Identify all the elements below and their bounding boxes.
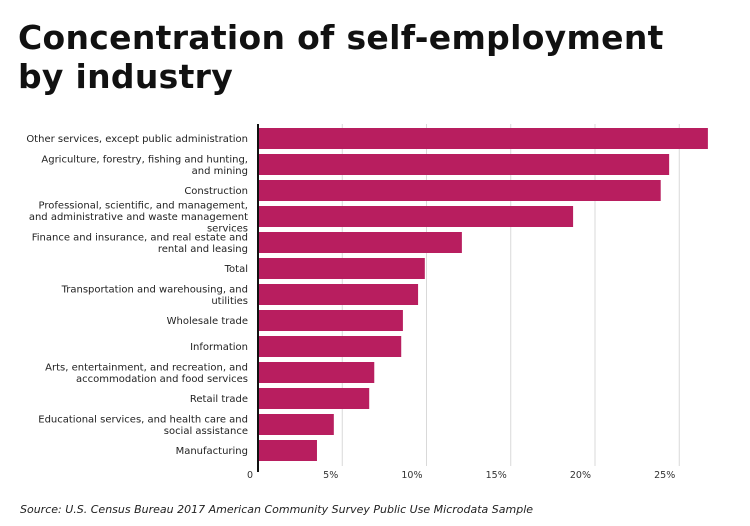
category-label: Arts, entertainment, and recreation, and…: [45, 362, 248, 385]
bar: [258, 128, 708, 149]
bar: [258, 440, 317, 461]
x-tick-label: 0: [247, 470, 253, 481]
bar: [258, 362, 375, 383]
bar: [258, 206, 574, 227]
bar: [258, 232, 462, 253]
x-tick-label: 5%: [323, 470, 338, 481]
category-labels: Other services, except public administra…: [26, 134, 248, 457]
bar: [258, 154, 670, 175]
x-tick-label: 15%: [486, 470, 507, 481]
bars: [258, 128, 708, 461]
chart-title: Concentration of self-employment by indu…: [18, 18, 664, 96]
category-label: Construction: [184, 186, 248, 197]
category-label: Finance and insurance, and real estate a…: [32, 232, 248, 255]
category-label: Retail trade: [190, 394, 248, 405]
category-label: Information: [190, 342, 248, 353]
x-tick-label: 20%: [570, 470, 591, 481]
x-tick-labels: 0 5% 10% 15% 20% 25%: [247, 470, 675, 481]
bar: [258, 336, 402, 357]
source-note: Source: U.S. Census Bureau 2017 American…: [20, 503, 534, 516]
bar: [258, 414, 334, 435]
bar: [258, 258, 425, 279]
category-label: Professional, scientific, and management…: [29, 201, 248, 235]
category-label: Manufacturing: [176, 446, 248, 457]
category-label: Wholesale trade: [167, 316, 248, 327]
bar: [258, 388, 370, 409]
x-tick-label: 10%: [401, 470, 422, 481]
bar: [258, 180, 661, 201]
bar: [258, 310, 403, 331]
category-label: Agriculture, forestry, fishing and hunti…: [41, 154, 248, 177]
category-label: Total: [224, 264, 248, 275]
bar: [258, 284, 419, 305]
x-tick-label: 25%: [654, 470, 675, 481]
category-label: Educational services, and health care an…: [38, 414, 248, 437]
category-label: Transportation and warehousing, and utili…: [61, 284, 248, 307]
category-label: Other services, except public administra…: [26, 134, 248, 145]
